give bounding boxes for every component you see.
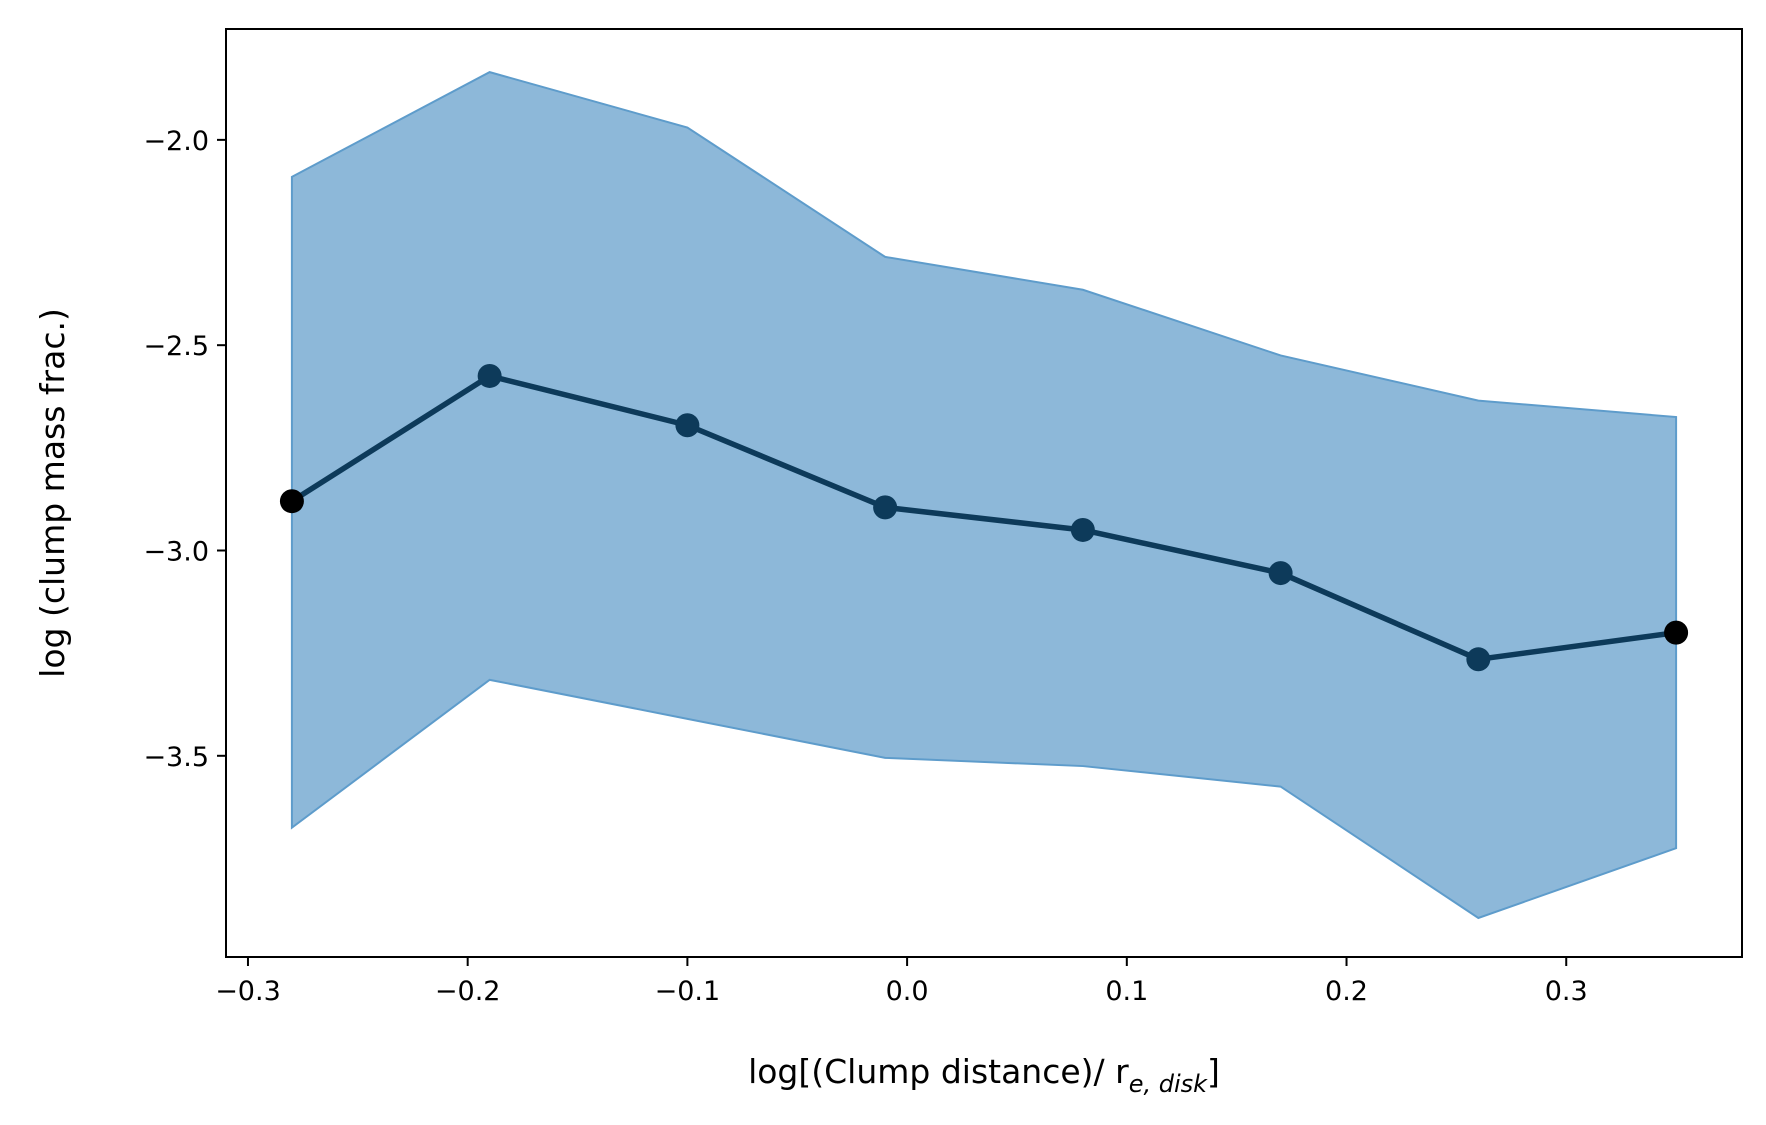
x-ticks: −0.3 −0.2 −0.1 0.0 0.1 0.2 0.3	[215, 957, 1588, 1007]
x-axis-label: log[(Clump distance)/ re, disk]	[748, 1052, 1220, 1098]
band-layer	[290, 71, 1678, 920]
y-axis-label: log (clump mass frac.)	[33, 308, 72, 678]
points-layer	[279, 363, 1689, 672]
x-tick-label: 0.2	[1325, 976, 1368, 1007]
range-band	[290, 71, 1678, 920]
data-point	[279, 489, 304, 514]
x-tick-label: −0.3	[215, 976, 281, 1007]
plot-frame	[225, 28, 1743, 958]
data-point	[873, 495, 898, 520]
data-point	[1664, 620, 1689, 645]
y-tick-label: −2.5	[143, 331, 209, 362]
data-point	[1466, 647, 1491, 672]
x-axis-label-main: log[(Clump distance)/ r	[748, 1052, 1129, 1091]
x-tick-label: 0.0	[886, 976, 929, 1007]
data-point	[1070, 517, 1095, 542]
x-axis-label-subscript: e, disk	[1129, 1070, 1208, 1098]
x-tick-label: 0.3	[1545, 976, 1588, 1007]
y-tick-label: −3.0	[143, 536, 209, 567]
data-point	[477, 363, 502, 388]
x-tick-label: 0.1	[1105, 976, 1148, 1007]
y-tick-label: −2.0	[143, 126, 209, 157]
x-tick-label: −0.1	[655, 976, 721, 1007]
y-ticks: −2.0 −2.5 −3.0 −3.5	[143, 126, 226, 773]
data-point	[675, 413, 700, 438]
x-tick-label: −0.2	[435, 976, 501, 1007]
line-layer	[290, 373, 1677, 663]
data-point	[1268, 561, 1293, 586]
y-tick-label: −3.5	[143, 742, 209, 773]
x-axis-label-end: ]	[1207, 1052, 1220, 1091]
median-line	[290, 373, 1677, 663]
